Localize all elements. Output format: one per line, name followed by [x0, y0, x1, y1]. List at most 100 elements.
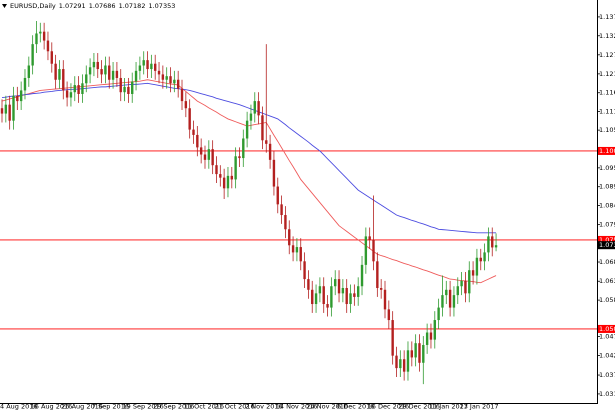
x-tick-label: 16 Dec 2016 [368, 403, 410, 410]
candle-body [249, 113, 253, 121]
candle-body [425, 332, 429, 345]
header: EURUSD,Daily 1.07291 1.07686 1.07182 1.07353 [10, 2, 175, 10]
x-tick-label: 29 Sep 2016 [153, 403, 194, 410]
candle-body [69, 92, 73, 98]
y-tick-label: 1.03175 [599, 390, 615, 398]
symbol: EURUSD,Daily [10, 2, 56, 10]
candle-body [39, 31, 42, 34]
y-tick-label: 1.10585 [599, 126, 615, 134]
candle-body [334, 279, 337, 287]
candle-body [154, 63, 157, 71]
header-open: 1.07291 [59, 2, 86, 10]
candle-body [134, 70, 138, 82]
x-tick-label: 19 Sep 2016 [123, 403, 164, 410]
candle-body [322, 286, 325, 305]
level-label: 1.10000 [599, 147, 615, 155]
candle-body [418, 343, 421, 363]
candle-body [318, 286, 322, 294]
candle-body [92, 61, 96, 68]
candle-body [391, 320, 394, 356]
candle-body [311, 289, 314, 305]
candle-body [379, 288, 383, 290]
candle-body [372, 239, 375, 262]
candle-body [257, 101, 260, 116]
candle-body [471, 270, 475, 276]
candle-body [77, 85, 80, 94]
candle-body [215, 165, 218, 175]
x-tick-label: 11 Oct 2016 [184, 403, 224, 410]
candle-body [468, 270, 471, 294]
candle-body [360, 264, 364, 287]
candle-body [104, 65, 107, 75]
candle-body [23, 77, 27, 91]
x-tick-label: 2 Nov 2016 [245, 403, 283, 410]
candle-body [402, 359, 406, 372]
candle-body [276, 186, 279, 205]
candle-body [234, 156, 237, 180]
candle-body [288, 229, 291, 246]
candle-body [368, 236, 371, 240]
candle-body [0, 108, 4, 114]
candle-body [138, 65, 142, 71]
candle-body [406, 350, 410, 372]
x-tick-label: 6 Dec 2016 [337, 403, 374, 410]
candle-body [184, 101, 188, 109]
candle-body [115, 70, 119, 78]
candle-body [199, 147, 203, 155]
y-tick-label: 1.03705 [599, 371, 615, 379]
candle-body [448, 289, 452, 308]
candle-body [42, 31, 46, 41]
candle-body [345, 288, 348, 305]
candle-body [441, 295, 444, 308]
candle-body [157, 70, 161, 75]
candle-body [169, 76, 172, 84]
y-tick-label: 1.12165 [599, 70, 615, 78]
candle-body [19, 90, 23, 102]
price-label-box [598, 241, 615, 250]
candle-body [460, 280, 463, 287]
x-tick-label: 11 Jan 2017 [429, 403, 468, 410]
header-close: 1.07353 [148, 2, 175, 10]
y-tick-label: 1.06340 [599, 277, 615, 285]
candle-body [349, 293, 352, 305]
y-tick-label: 1.04790 [599, 332, 615, 340]
candle-body [299, 247, 302, 262]
candle-body [303, 261, 306, 280]
candle-body [100, 69, 103, 75]
candle-body [211, 149, 214, 166]
candle-body [456, 286, 459, 296]
x-tick-label: 28 Dec 2016 [398, 403, 440, 410]
x-tick-label: 21 Oct 2016 [214, 403, 254, 410]
candle-body [150, 63, 153, 70]
candle-body [96, 61, 99, 70]
candle-body [483, 252, 486, 262]
candle-body [188, 108, 191, 130]
candle-body [108, 65, 111, 80]
candle-body [410, 350, 414, 358]
candle-body [123, 86, 126, 93]
candle-body [238, 156, 241, 159]
x-tick-label: 23 Jan 2017 [460, 403, 499, 410]
candle-body [62, 69, 65, 91]
candle-body [180, 88, 184, 102]
candle-body [356, 286, 360, 297]
y-tick-label: 1.07930 [599, 221, 615, 229]
indicator-line [1, 82, 497, 234]
candle-body [119, 77, 122, 93]
level-label: 1.05000 [599, 325, 615, 333]
indicator-line [1, 79, 497, 284]
candle-body [422, 344, 425, 363]
candle-body [222, 177, 226, 189]
candle-body [280, 204, 283, 216]
candle-body [253, 101, 256, 114]
candle-body [65, 90, 69, 98]
y-tick-label: 1.12700 [599, 51, 615, 59]
candle-body [173, 79, 176, 84]
x-tick-label: 26 Aug 2016 [61, 403, 103, 410]
candle-body [192, 129, 195, 135]
y-tick-label: 1.11110 [599, 107, 615, 115]
candle-body [307, 279, 310, 290]
candle-body [127, 86, 130, 94]
